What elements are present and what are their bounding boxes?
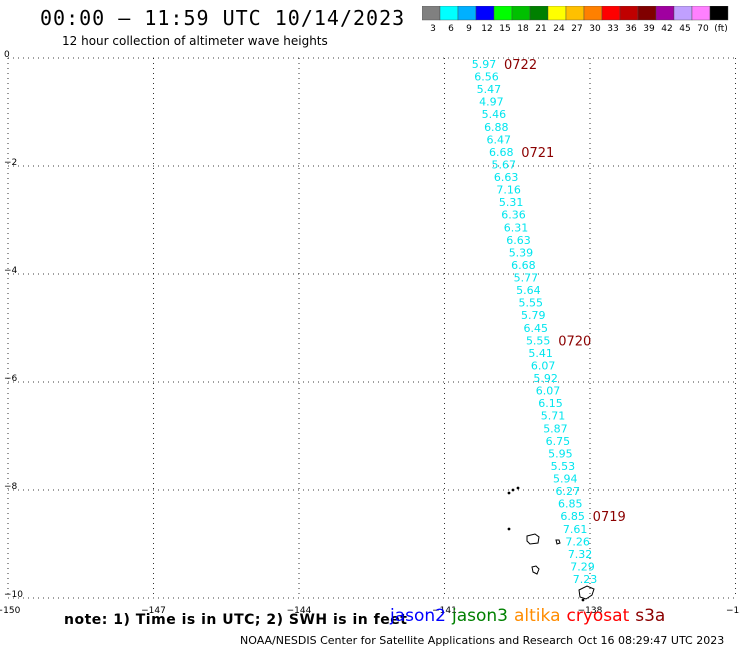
wave-height-value: 7.61 (563, 523, 588, 536)
wave-height-value: 7.32 (568, 548, 593, 561)
lon-tick-label: −141 (432, 606, 457, 616)
satellite-legend-item: jason2 (390, 606, 446, 626)
wave-height-value: 5.47 (477, 83, 502, 96)
wave-height-value: 6.31 (504, 221, 529, 234)
colorbar-label: 6 (448, 24, 454, 34)
wave-height-value: 7.16 (496, 184, 521, 197)
island-outline (555, 539, 561, 545)
island-dot (581, 598, 585, 602)
wave-height-value: 6.85 (558, 498, 583, 511)
island-outline (531, 565, 540, 575)
pass-time-label: 0720 (558, 334, 591, 349)
island-dot (507, 527, 511, 531)
wave-height-value: 5.67 (491, 158, 516, 171)
lon-tick-label: −138 (578, 606, 603, 616)
wave-height-value: 5.46 (482, 108, 507, 121)
satellite-legend-item: jason3 (452, 606, 508, 626)
satellite-legend-item: cryosat (566, 606, 630, 626)
pass-time-label: 0721 (521, 146, 554, 161)
wave-height-value: 6.07 (536, 385, 561, 398)
wave-height-colorbar: 3 6 9 12 15 18 21 24 27 30 33 36 39 42 45 70 (ft) (422, 6, 729, 34)
lat-tick-label: −2 (4, 158, 17, 168)
colorbar-label: 15 (499, 24, 510, 34)
wave-height-value: 5.64 (516, 284, 541, 297)
island-outline (526, 533, 540, 545)
colorbar-label: (ft) (714, 24, 728, 34)
wave-height-value: 5.71 (541, 410, 566, 423)
wave-height-value: 5.41 (528, 347, 553, 360)
satellite-legend-item: altika (514, 606, 561, 626)
wave-height-value: 6.68 (489, 146, 514, 159)
wave-height-value: 6.63 (506, 234, 531, 247)
lat-tick-label: −6 (4, 374, 18, 384)
wave-height-value: 5.77 (514, 272, 539, 285)
lat-tick-label: −10 (4, 590, 23, 600)
wave-height-value: 5.55 (526, 334, 551, 347)
lon-tick-label: −144 (287, 606, 312, 616)
wave-height-value: 6.27 (556, 485, 581, 498)
wave-height-value: 6.88 (484, 121, 509, 134)
colorbar-label: 42 (661, 24, 672, 34)
wave-height-value: 5.79 (521, 309, 546, 322)
colorbar-label: 9 (466, 24, 472, 34)
lat-tick-label: −4 (4, 266, 18, 276)
colorbar-swatch (709, 6, 729, 21)
wave-height-value: 5.94 (553, 473, 578, 486)
island-dot (511, 488, 515, 492)
pass-time-label: 0722 (504, 58, 537, 73)
wave-height-value: 6.63 (494, 171, 519, 184)
wave-height-value: 7.23 (573, 573, 598, 586)
island-dot (507, 491, 511, 495)
colorbar-label: 33 (607, 24, 618, 34)
wave-height-value: 4.97 (479, 96, 504, 109)
colorbar-label: 30 (589, 24, 601, 34)
pass-time-label: 0719 (593, 510, 626, 525)
wave-height-value: 5.55 (519, 297, 544, 310)
wave-height-value: 6.75 (546, 435, 571, 448)
wave-height-value: 6.47 (487, 133, 512, 146)
generated-timestamp: Oct 16 08:29:47 UTC 2023 (578, 634, 725, 647)
lon-tick-label: −150 (0, 606, 21, 616)
lon-tick-label: −147 (141, 606, 166, 616)
credit-text: NOAA/NESDIS Center for Satellite Applica… (240, 634, 574, 647)
wave-height-value: 5.87 (543, 422, 568, 435)
wave-height-value: 6.56 (474, 71, 499, 84)
wave-height-value: 7.26 (565, 535, 590, 548)
lat-tick-label: −8 (4, 482, 18, 492)
island-outline (578, 585, 595, 600)
lat-tick-label: 0 (4, 50, 10, 60)
wave-height-value: 6.85 (560, 510, 585, 523)
wave-height-value: 6.07 (531, 359, 556, 372)
footer-note: note: 1) Time is in UTC; 2) SWH is in fe… (64, 612, 408, 628)
colorbar-label: 70 (697, 24, 709, 34)
colorbar-label: 12 (481, 24, 492, 34)
wave-height-value: 6.15 (538, 397, 563, 410)
page-title: 00:00 – 11:59 UTC 10/14/2023 (40, 6, 406, 30)
wave-height-value: 6.45 (523, 322, 548, 335)
colorbar-label: 21 (535, 24, 546, 34)
page-subtitle: 12 hour collection of altimeter wave hei… (62, 34, 328, 48)
satellite-legend: jason2 jason3 altika cryosat s3a (390, 606, 671, 626)
wave-height-value: 5.97 (472, 58, 497, 71)
colorbar-label: 3 (430, 24, 436, 34)
wave-height-value: 5.92 (533, 372, 558, 385)
lon-tick-label: −13 (726, 606, 740, 616)
wave-height-value: 5.95 (548, 447, 573, 460)
wave-height-value: 6.36 (501, 209, 526, 222)
wave-height-value: 5.53 (551, 460, 576, 473)
island-dot (516, 486, 520, 490)
satellite-legend-item: s3a (635, 606, 666, 626)
wave-height-value: 5.39 (509, 246, 534, 259)
colorbar-label: 45 (679, 24, 690, 34)
colorbar-label: 39 (643, 24, 655, 34)
wave-height-value: 6.68 (511, 259, 536, 272)
colorbar-label: 18 (517, 24, 529, 34)
wave-height-value: 5.31 (499, 196, 524, 209)
colorbar-label: 27 (571, 24, 582, 34)
colorbar-label: 36 (625, 24, 637, 34)
colorbar-label: 24 (553, 24, 565, 34)
wave-height-value: 7.29 (570, 560, 595, 573)
